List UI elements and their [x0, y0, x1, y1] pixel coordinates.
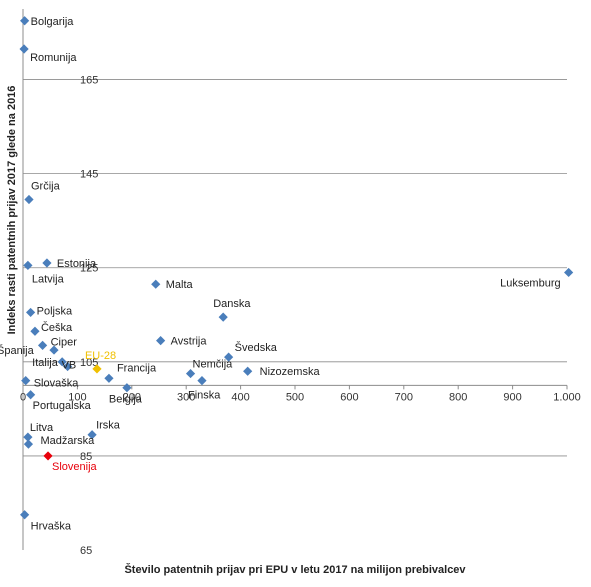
point-label: Španija	[0, 344, 35, 357]
data-point	[185, 368, 196, 379]
data-point	[87, 430, 97, 440]
point-label: Češka	[41, 321, 73, 334]
x-tick-label: 400	[231, 391, 249, 403]
point-label: Finska	[188, 390, 221, 402]
data-point	[30, 326, 40, 336]
data-point	[122, 383, 132, 393]
point-label: Ciper	[51, 336, 78, 348]
point-label: Švedska	[235, 341, 278, 354]
x-tick-labels: 0 100 200 300 400 500 600 700 800 900 1.000	[20, 391, 581, 403]
data-point	[197, 376, 207, 386]
x-tick-label: 800	[449, 391, 467, 403]
y-tick-label: 85	[80, 451, 92, 463]
point-label: Portugalska	[33, 400, 92, 412]
axes	[22, 9, 568, 550]
point-label: Poljska	[37, 305, 73, 317]
data-point	[43, 451, 53, 461]
data-point	[224, 352, 234, 362]
data-point	[37, 340, 48, 350]
x-tick-label: 200	[123, 391, 141, 403]
data-point	[104, 373, 114, 383]
point-label: Nizozemska	[260, 366, 321, 378]
point-label: Avstrija	[171, 336, 208, 348]
data-point	[63, 361, 73, 372]
x-tick-label: 600	[340, 391, 358, 403]
y-tick-label: 125	[80, 263, 98, 275]
point-label: Francija	[117, 362, 157, 374]
data-point	[564, 267, 574, 278]
point-label: Slovaška	[34, 378, 80, 390]
data-point	[243, 366, 253, 376]
point-label: Grčija	[31, 181, 61, 193]
x-tick-label: 0	[20, 391, 26, 403]
point-label: Slovenija	[52, 461, 98, 473]
y-tick-label: 105	[80, 357, 98, 369]
data-point	[218, 312, 228, 322]
data-point	[26, 307, 36, 318]
x-axis-title: Število patentnih prijav pri EPU v letu …	[124, 563, 466, 576]
point-label: Irska	[96, 420, 121, 432]
data-point	[57, 357, 67, 367]
point-label: Madžarska	[40, 435, 95, 447]
data-point	[92, 364, 102, 374]
data-point	[26, 390, 36, 400]
y-tick-label: 145	[80, 169, 98, 181]
data-point	[151, 279, 161, 289]
point-label: EU-28	[85, 350, 116, 362]
data-point	[23, 260, 33, 270]
y-tick-label: 65	[80, 545, 92, 557]
point-label: Hrvaška	[31, 521, 72, 533]
point-label: Bolgarija	[31, 16, 75, 28]
point-label: Belgija	[109, 394, 143, 406]
x-tick-label: 100	[68, 391, 86, 403]
data-point	[20, 16, 30, 26]
point-label: Nemčija	[193, 359, 234, 371]
data-point	[156, 336, 166, 346]
data-point	[20, 510, 30, 520]
x-tick-label: 700	[395, 391, 413, 403]
point-label: Italija	[32, 357, 59, 369]
point-label: Romunija	[30, 52, 77, 64]
point-labels: Bolgarija Romunija Grčija Estonija Latvija Ma…	[0, 16, 561, 533]
data-point	[23, 439, 34, 449]
data-point	[42, 258, 52, 268]
point-label: VB	[62, 360, 77, 372]
point-label: Luksemburg	[500, 277, 561, 289]
point-label: Malta	[166, 279, 194, 291]
y-tick-label: 165	[80, 75, 98, 87]
point-label: Estonija	[57, 258, 97, 270]
gridlines	[23, 79, 567, 457]
point-label: Danska	[213, 298, 251, 310]
y-tick-labels: 65 85 105 125 145 165	[80, 75, 98, 557]
data-point	[24, 194, 34, 205]
data-point	[19, 44, 29, 54]
data-points	[19, 16, 574, 520]
point-label: Litva	[30, 422, 54, 434]
data-point	[49, 345, 59, 355]
data-point	[21, 376, 31, 386]
x-tick-label: 300	[177, 391, 195, 403]
x-tick-label: 900	[503, 391, 521, 403]
y-axis-title: Indeks rasti patentnih prijav 2017 glede…	[6, 86, 18, 335]
data-point	[23, 432, 33, 442]
x-tick-label: 1.000	[553, 391, 581, 403]
x-tick-label: 500	[286, 391, 304, 403]
point-label: Latvija	[32, 273, 65, 285]
